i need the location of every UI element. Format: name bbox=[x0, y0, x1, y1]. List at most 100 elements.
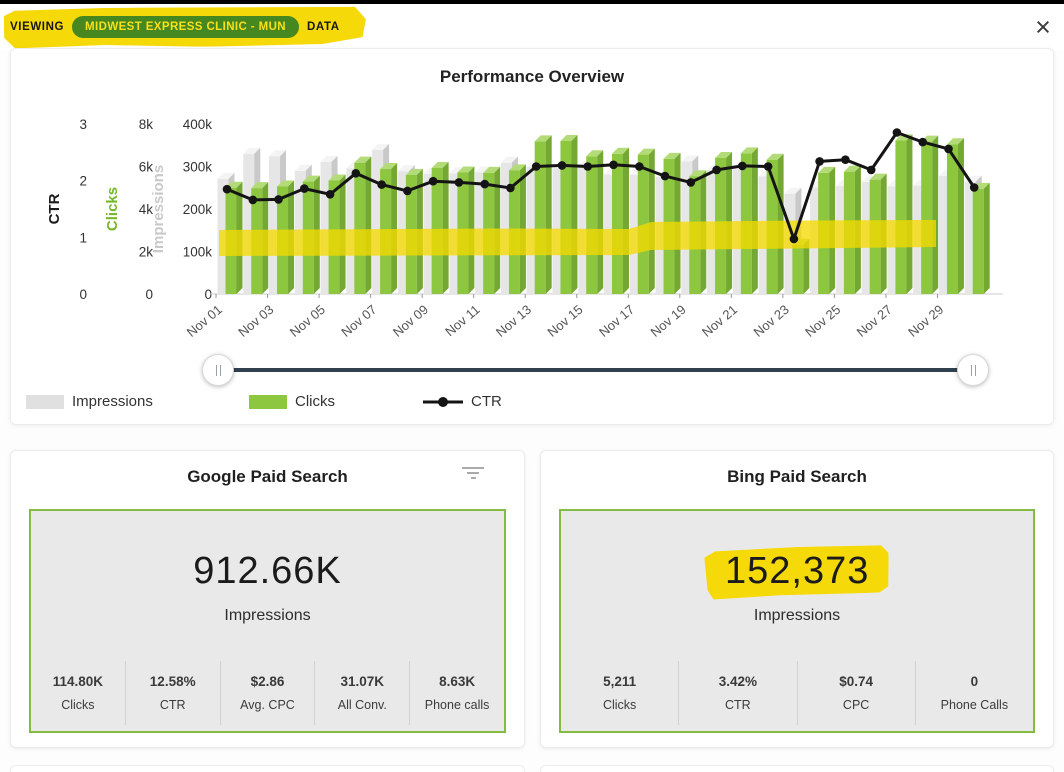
stat-value: 114.80K bbox=[52, 674, 104, 689]
svg-text:0: 0 bbox=[204, 287, 212, 302]
svg-text:300k: 300k bbox=[183, 160, 213, 175]
slider-handle-right[interactable] bbox=[957, 354, 989, 386]
card-title: Google Paid Search bbox=[187, 467, 348, 486]
filter-icon[interactable] bbox=[460, 467, 486, 485]
ctr-line-swatch bbox=[423, 396, 463, 407]
big-metric-value: 152,373 bbox=[724, 550, 870, 592]
svg-text:400k: 400k bbox=[183, 117, 213, 132]
chart-legend: Impressions Clicks CTR bbox=[11, 393, 1055, 419]
stat-clicks: 5,211 Clicks bbox=[561, 661, 678, 725]
close-button[interactable]: × bbox=[1028, 12, 1058, 42]
stat-phone-calls: 8.63K Phone calls bbox=[409, 661, 504, 725]
svg-text:100k: 100k bbox=[183, 245, 213, 260]
stat-avg-cpc: $2.86 Avg. CPC bbox=[219, 661, 315, 725]
stat-label: Avg. CPC bbox=[240, 698, 295, 712]
big-metric-value: 912.66K bbox=[193, 550, 342, 592]
impressions-swatch bbox=[26, 394, 64, 409]
top-black-strip bbox=[0, 0, 1064, 4]
svg-text:Clicks: Clicks bbox=[104, 187, 121, 231]
viewing-label: VIEWING bbox=[10, 21, 65, 33]
stat-value: 8.63K bbox=[439, 674, 476, 689]
svg-text:Nov 01: Nov 01 bbox=[184, 302, 225, 340]
stat-value: 3.42% bbox=[718, 674, 758, 689]
data-label: DATA bbox=[307, 21, 340, 33]
svg-text:Impressions: Impressions bbox=[150, 165, 167, 253]
svg-text:Nov 05: Nov 05 bbox=[287, 302, 328, 340]
svg-text:4k: 4k bbox=[139, 202, 154, 217]
stat-label: CTR bbox=[725, 698, 751, 712]
svg-text:Nov 25: Nov 25 bbox=[802, 302, 843, 340]
svg-text:Nov 13: Nov 13 bbox=[493, 302, 534, 340]
stat-cpc: $0.74 CPC bbox=[796, 661, 915, 725]
svg-text:Nov 21: Nov 21 bbox=[699, 302, 740, 340]
clicks-swatch bbox=[249, 394, 287, 409]
svg-text:200k: 200k bbox=[183, 202, 213, 217]
svg-text:3: 3 bbox=[79, 117, 87, 132]
stat-value: 0 bbox=[970, 674, 979, 689]
svg-text:Nov 15: Nov 15 bbox=[544, 302, 585, 340]
stat-clicks: 114.80K Clicks bbox=[31, 661, 125, 725]
stat-value: $0.74 bbox=[839, 674, 874, 689]
stat-phone-calls: 0 Phone Calls bbox=[914, 661, 1033, 725]
google-paid-search-card: Google Paid Search 912.66K Impressions 1… bbox=[10, 450, 525, 748]
metrics-panel: 912.66K Impressions 114.80K Clicks 12.58% C… bbox=[29, 509, 506, 733]
svg-text:Nov 17: Nov 17 bbox=[596, 302, 637, 340]
partial-card bbox=[10, 765, 525, 772]
big-metric: 152,373 bbox=[561, 547, 1033, 596]
svg-text:CTR: CTR bbox=[46, 193, 63, 224]
stat-ctr: 3.42% CTR bbox=[678, 661, 796, 725]
stat-label: Clicks bbox=[602, 698, 637, 712]
stat-all-conv-: 31.07K All Conv. bbox=[314, 661, 409, 725]
value-highlight-marker: 152,373 bbox=[704, 543, 890, 600]
svg-text:Nov 11: Nov 11 bbox=[442, 302, 482, 339]
card-title: Bing Paid Search bbox=[727, 467, 867, 486]
svg-text:2k: 2k bbox=[139, 245, 154, 260]
stat-value: 12.58% bbox=[149, 674, 196, 689]
stat-label: Phone calls bbox=[424, 698, 490, 712]
svg-text:6k: 6k bbox=[139, 160, 154, 175]
metrics-panel: 152,373 Impressions 5,211 Clicks 3.42% CTR $… bbox=[559, 509, 1035, 733]
chart-title: Performance Overview bbox=[439, 67, 625, 86]
svg-text:2: 2 bbox=[79, 174, 87, 189]
stat-value: 5,211 bbox=[603, 674, 637, 689]
big-metric: 912.66K bbox=[31, 547, 504, 596]
performance-overview-card: Performance Overview CTR 0 1 2 3 Clicks 0 2k 4k 6… bbox=[10, 48, 1054, 425]
stats-row: 114.80K Clicks 12.58% CTR $2.86 Avg. CPC 31.07… bbox=[31, 661, 504, 725]
svg-text:Nov 19: Nov 19 bbox=[648, 302, 689, 340]
slider-handle-left[interactable] bbox=[202, 354, 234, 386]
svg-text:Nov 07: Nov 07 bbox=[338, 302, 379, 340]
stat-value: 31.07K bbox=[340, 674, 385, 689]
svg-text:0: 0 bbox=[145, 287, 153, 302]
legend-label: CTR bbox=[471, 393, 502, 410]
svg-text:Nov 03: Nov 03 bbox=[235, 302, 276, 340]
stat-value: $2.86 bbox=[250, 674, 285, 689]
svg-text:0: 0 bbox=[79, 287, 87, 302]
legend-ctr[interactable]: CTR bbox=[423, 393, 502, 410]
big-metric-label: Impressions bbox=[224, 607, 311, 624]
legend-impressions[interactable]: Impressions bbox=[26, 393, 153, 410]
stat-label: Phone Calls bbox=[940, 698, 1009, 712]
svg-text:Nov 23: Nov 23 bbox=[751, 302, 792, 340]
slider-track[interactable] bbox=[218, 368, 973, 372]
stat-label: All Conv. bbox=[337, 698, 387, 712]
viewing-header: VIEWING MIDWEST EXPRESS CLINIC - MUN DAT… bbox=[0, 4, 1064, 50]
stats-row: 5,211 Clicks 3.42% CTR $0.74 CPC 0 Phone Calls bbox=[561, 661, 1033, 725]
bing-paid-search-card: Bing Paid Search 152,373 Impressions 5,2… bbox=[540, 450, 1054, 748]
legend-clicks[interactable]: Clicks bbox=[249, 393, 335, 410]
svg-text:1: 1 bbox=[79, 230, 87, 245]
svg-text:8k: 8k bbox=[139, 117, 154, 132]
svg-text:Nov 29: Nov 29 bbox=[905, 302, 946, 340]
stat-label: CTR bbox=[159, 698, 186, 712]
partial-card bbox=[540, 765, 1054, 772]
svg-text:Nov 09: Nov 09 bbox=[390, 302, 431, 340]
date-range-slider bbox=[11, 351, 1055, 391]
legend-label: Clicks bbox=[295, 393, 335, 410]
value-highlight-marker: 912.66K bbox=[173, 547, 362, 596]
stat-ctr: 12.58% CTR bbox=[124, 661, 220, 725]
big-metric-label: Impressions bbox=[753, 607, 841, 624]
header-row: VIEWING MIDWEST EXPRESS CLINIC - MUN DAT… bbox=[10, 4, 340, 50]
stat-label: CPC bbox=[842, 698, 870, 712]
stat-label: Clicks bbox=[61, 698, 95, 712]
client-name-pill: MIDWEST EXPRESS CLINIC - MUN bbox=[72, 16, 300, 38]
